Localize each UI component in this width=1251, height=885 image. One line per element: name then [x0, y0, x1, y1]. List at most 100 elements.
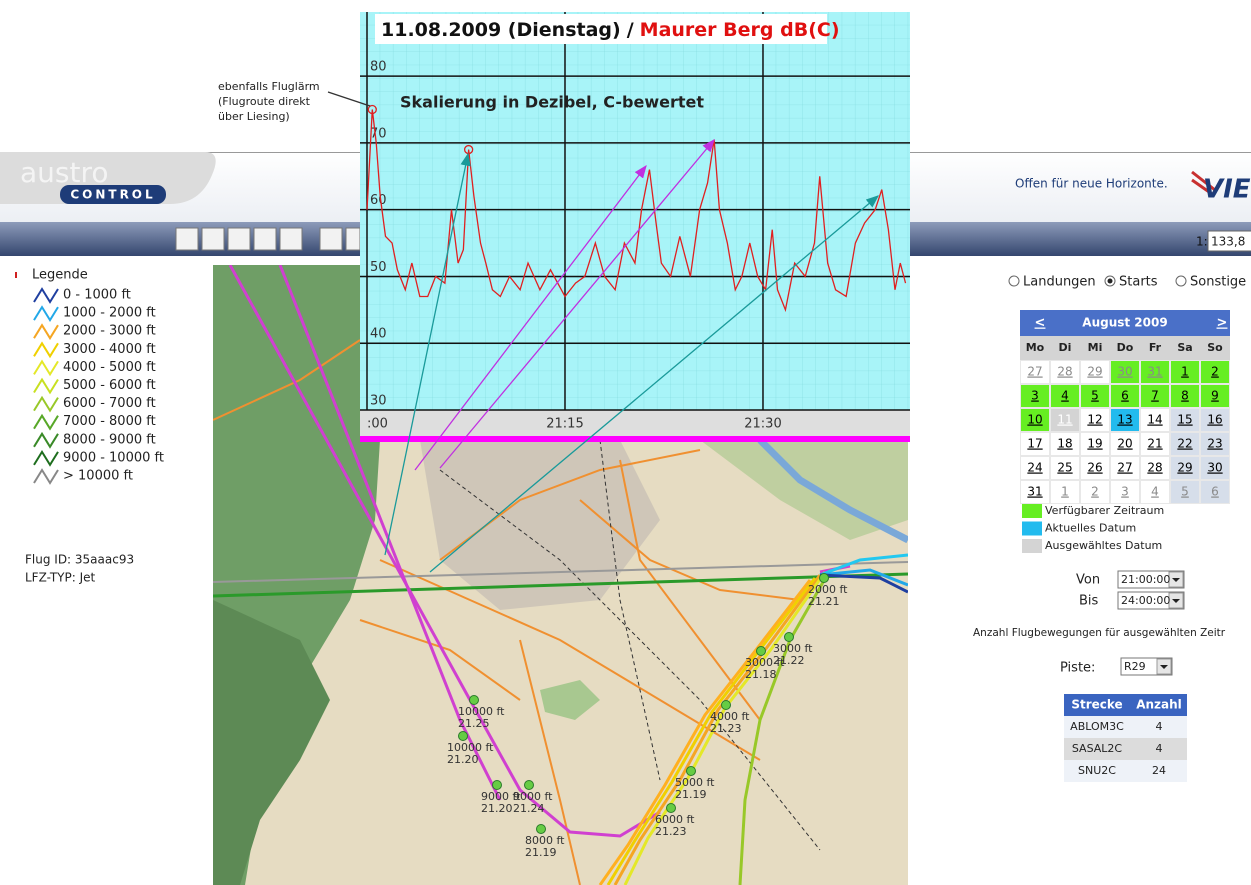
calendar-day-cell[interactable] — [1141, 457, 1169, 479]
calendar-day[interactable]: 28 — [1057, 365, 1072, 379]
calendar-day-cell[interactable] — [1021, 457, 1049, 479]
calendar-day[interactable]: 15 — [1177, 413, 1192, 427]
bis-select[interactable] — [1117, 591, 1185, 610]
calendar-day[interactable]: 2 — [1091, 485, 1099, 499]
calendar-day-cell[interactable] — [1141, 385, 1169, 407]
y-tick-label: 80 — [370, 60, 387, 75]
zoom-in[interactable] — [175, 227, 199, 251]
calendar-day-cell[interactable] — [1171, 457, 1199, 479]
calendar-day-cell[interactable] — [1141, 361, 1169, 383]
calendar-day[interactable]: 2 — [1211, 365, 1219, 379]
calendar-day-cell[interactable] — [1111, 433, 1139, 455]
calendar-day-cell[interactable] — [1201, 433, 1229, 455]
calendar-day[interactable]: 14 — [1147, 413, 1162, 427]
calendar-day[interactable]: 6 — [1211, 485, 1219, 499]
calendar-day-cell[interactable] — [1111, 457, 1139, 479]
calendar-day[interactable]: 1 — [1061, 485, 1069, 499]
calendar-day[interactable]: 1 — [1181, 365, 1189, 379]
calendar-day[interactable]: 4 — [1151, 485, 1159, 499]
calendar-day[interactable]: 17 — [1027, 437, 1042, 451]
calendar-day[interactable]: 27 — [1027, 365, 1042, 379]
calendar-day-cell[interactable] — [1081, 457, 1109, 479]
calendar-day-cell[interactable] — [1111, 481, 1139, 503]
calendar-day-cell[interactable] — [1081, 409, 1109, 431]
calendar-day[interactable]: 3 — [1121, 485, 1129, 499]
pan[interactable] — [253, 227, 277, 251]
calendar-day[interactable]: 11 — [1057, 413, 1072, 427]
calendar-day[interactable]: 28 — [1147, 461, 1162, 475]
calendar-day-cell[interactable] — [1081, 361, 1109, 383]
calendar-day[interactable]: 22 — [1177, 437, 1192, 451]
calendar-day[interactable]: 6 — [1121, 389, 1129, 403]
calendar-day-cell[interactable] — [1021, 433, 1049, 455]
calendar-day-cell[interactable] — [1201, 385, 1229, 407]
calendar-day-cell[interactable] — [1111, 385, 1139, 407]
calendar-day-cell[interactable] — [1051, 361, 1079, 383]
measure[interactable] — [345, 227, 361, 251]
calendar-day-cell[interactable] — [1051, 457, 1079, 479]
calendar-day-cell[interactable] — [1111, 361, 1139, 383]
calendar-day-cell[interactable] — [1111, 409, 1139, 431]
select[interactable] — [279, 227, 303, 251]
calendar-day-cell[interactable] — [1201, 409, 1229, 431]
calendar-day[interactable]: 29 — [1177, 461, 1192, 475]
calendar-day[interactable]: 25 — [1057, 461, 1072, 475]
scale-input[interactable] — [1207, 230, 1251, 252]
calendar-day-cell[interactable] — [1081, 433, 1109, 455]
calendar-day[interactable]: 29 — [1087, 365, 1102, 379]
calendar-day-cell[interactable] — [1051, 433, 1079, 455]
calendar-day[interactable]: 16 — [1207, 413, 1222, 427]
calendar-day-cell[interactable] — [1171, 409, 1199, 431]
calendar-day[interactable]: 18 — [1057, 437, 1072, 451]
calendar-day-cell[interactable] — [1171, 385, 1199, 407]
info[interactable] — [319, 227, 343, 251]
calendar-day-cell[interactable] — [1021, 385, 1049, 407]
calendar-day[interactable]: 20 — [1117, 437, 1132, 451]
calendar-day-cell[interactable] — [1051, 409, 1079, 431]
zoom-out[interactable] — [201, 227, 225, 251]
calendar-day[interactable]: 19 — [1087, 437, 1102, 451]
calendar-day-cell[interactable] — [1021, 361, 1049, 383]
calendar-day-cell[interactable] — [1081, 385, 1109, 407]
calendar-day-cell[interactable] — [1051, 385, 1079, 407]
calendar-day[interactable]: 12 — [1087, 413, 1102, 427]
calendar-prev[interactable]: < — [1035, 316, 1046, 331]
calendar-day[interactable]: 4 — [1061, 389, 1069, 403]
von-select-arrow — [1172, 578, 1180, 582]
calendar-day[interactable]: 7 — [1151, 389, 1159, 403]
calendar-day-cell[interactable] — [1201, 457, 1229, 479]
calendar-day-cell[interactable] — [1081, 481, 1109, 503]
calendar-day[interactable]: 30 — [1207, 461, 1222, 475]
calendar-day[interactable]: 23 — [1207, 437, 1222, 451]
calendar-day-cell[interactable] — [1141, 433, 1169, 455]
calendar-day[interactable]: 10 — [1027, 413, 1042, 427]
calendar-day[interactable]: 30 — [1117, 365, 1132, 379]
calendar-day-cell[interactable] — [1171, 481, 1199, 503]
radio[interactable] — [1175, 275, 1187, 287]
calendar-day[interactable]: 31 — [1147, 365, 1162, 379]
calendar-day[interactable]: 27 — [1117, 461, 1132, 475]
calendar-day-cell[interactable] — [1141, 409, 1169, 431]
calendar-day[interactable]: 24 — [1027, 461, 1042, 475]
zoom-box[interactable] — [227, 227, 251, 251]
calendar-day[interactable]: 8 — [1181, 389, 1189, 403]
von-select[interactable] — [1117, 570, 1185, 589]
calendar-day-cell[interactable] — [1201, 481, 1229, 503]
calendar-day-cell[interactable] — [1051, 481, 1079, 503]
calendar-day[interactable]: 3 — [1031, 389, 1039, 403]
calendar-day-cell[interactable] — [1201, 361, 1229, 383]
calendar-day[interactable]: 5 — [1091, 389, 1099, 403]
calendar-day-cell[interactable] — [1171, 361, 1199, 383]
calendar-day[interactable]: 21 — [1147, 437, 1162, 451]
calendar-day[interactable]: 31 — [1027, 485, 1042, 499]
calendar-day-cell[interactable] — [1021, 481, 1049, 503]
calendar-day[interactable]: 13 — [1117, 413, 1132, 427]
calendar-day-cell[interactable] — [1171, 433, 1199, 455]
calendar-day[interactable]: 9 — [1211, 389, 1219, 403]
calendar-next[interactable]: > — [1217, 316, 1228, 331]
calendar-day[interactable]: 5 — [1181, 485, 1189, 499]
calendar-day-cell[interactable] — [1021, 409, 1049, 431]
calendar-day-cell[interactable] — [1141, 481, 1169, 503]
calendar-day[interactable]: 26 — [1087, 461, 1102, 475]
radio[interactable] — [1008, 275, 1020, 287]
